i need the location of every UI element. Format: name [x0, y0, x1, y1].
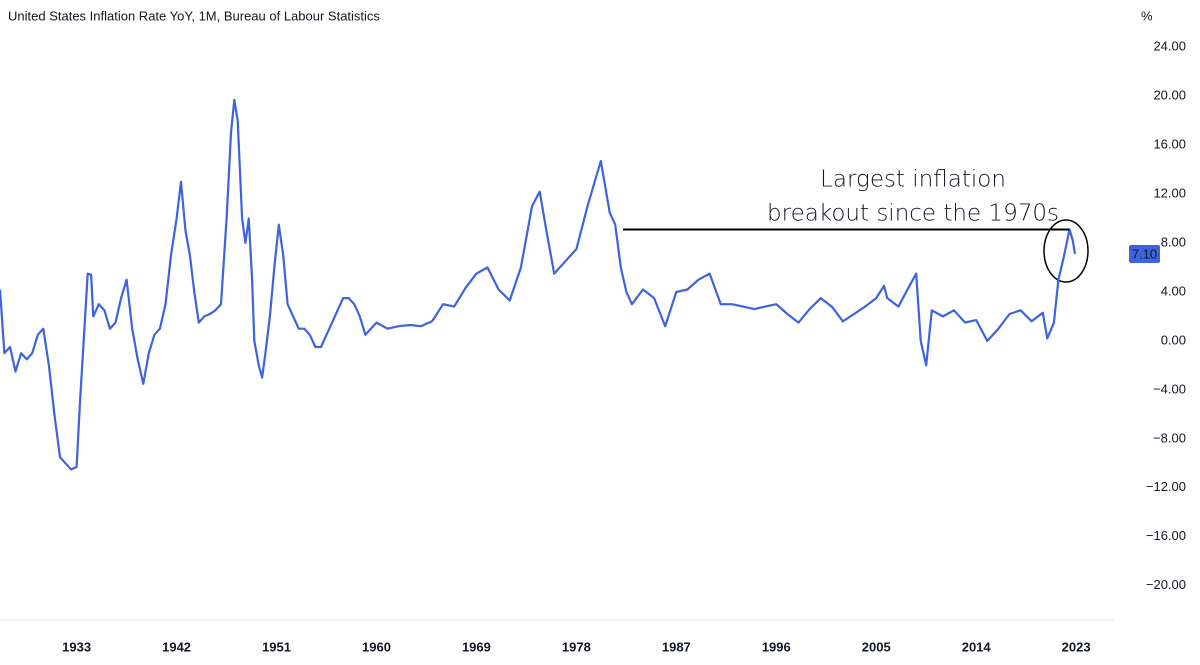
price-label: 7.10 — [1132, 246, 1157, 261]
y-tick-label: −20.00 — [1146, 577, 1186, 592]
y-tick-label: 16.00 — [1153, 136, 1186, 151]
y-tick-label: 8.00 — [1161, 234, 1186, 249]
x-tick-label: 2005 — [862, 639, 891, 654]
y-tick-label: 4.00 — [1161, 283, 1186, 298]
x-tick-label: 1978 — [562, 639, 591, 654]
y-tick-label: 20.00 — [1153, 88, 1186, 103]
x-tick-label: 2023 — [1062, 639, 1091, 654]
y-unit: % — [1141, 8, 1153, 23]
x-tick-label: 1960 — [362, 639, 391, 654]
x-tick-label: 1942 — [162, 639, 191, 654]
y-tick-label: 12.00 — [1153, 185, 1186, 200]
x-tick-label: 1996 — [762, 639, 791, 654]
highlight-circle — [1043, 219, 1089, 283]
x-tick-label: 2014 — [962, 639, 992, 654]
data-line — [0, 98, 1077, 471]
annotation-text: breakout since the 1970s — [767, 201, 1059, 227]
y-tick-label: −8.00 — [1153, 430, 1186, 445]
y-tick-label: 24.00 — [1153, 39, 1186, 54]
x-tick-label: 1969 — [462, 639, 491, 654]
x-tick-label: 1951 — [262, 639, 291, 654]
x-tick-label: 1987 — [662, 639, 691, 654]
y-tick-label: 0.00 — [1161, 332, 1186, 347]
annotation-text: Largest inflation — [820, 167, 1006, 193]
x-tick-label: 1933 — [62, 639, 91, 654]
price-badge — [1129, 245, 1160, 264]
y-tick-label: −12.00 — [1146, 479, 1186, 494]
y-tick-label: −4.00 — [1153, 381, 1186, 396]
chart-title: United States Inflation Rate YoY, 1M, Bu… — [8, 8, 380, 23]
y-tick-label: −16.00 — [1146, 528, 1186, 543]
